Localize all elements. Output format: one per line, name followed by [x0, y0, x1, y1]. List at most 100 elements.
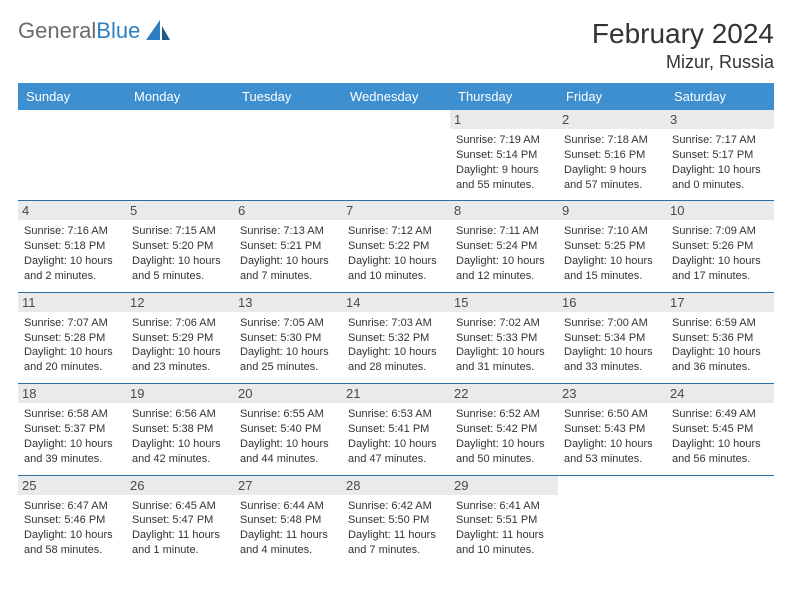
day-header: Saturday [666, 83, 774, 110]
sunset-line: Sunset: 5:24 PM [456, 239, 552, 254]
daylight-line: Daylight: 10 hours and 5 minutes. [132, 254, 228, 284]
week-row: 11Sunrise: 7:07 AMSunset: 5:28 PMDayligh… [18, 292, 774, 383]
day-number: 16 [558, 293, 666, 312]
sunset-line: Sunset: 5:42 PM [456, 422, 552, 437]
sunset-line: Sunset: 5:29 PM [132, 331, 228, 346]
day-number: 9 [558, 201, 666, 220]
day-number: 19 [126, 384, 234, 403]
day-number: 29 [450, 476, 558, 495]
daylight-line: Daylight: 10 hours and 25 minutes. [240, 345, 336, 375]
sunrise-line: Sunrise: 7:11 AM [456, 224, 552, 239]
daylight-line: Daylight: 11 hours and 4 minutes. [240, 528, 336, 558]
day-number: 22 [450, 384, 558, 403]
sunset-line: Sunset: 5:41 PM [348, 422, 444, 437]
day-cell: 6Sunrise: 7:13 AMSunset: 5:21 PMDaylight… [234, 201, 342, 292]
day-cell [126, 110, 234, 201]
day-cell [342, 110, 450, 201]
day-number: 23 [558, 384, 666, 403]
sunrise-line: Sunrise: 7:10 AM [564, 224, 660, 239]
day-number: 21 [342, 384, 450, 403]
sunrise-line: Sunrise: 6:53 AM [348, 407, 444, 422]
day-number: 28 [342, 476, 450, 495]
day-cell: 14Sunrise: 7:03 AMSunset: 5:32 PMDayligh… [342, 292, 450, 383]
day-cell: 17Sunrise: 6:59 AMSunset: 5:36 PMDayligh… [666, 292, 774, 383]
sunset-line: Sunset: 5:51 PM [456, 513, 552, 528]
week-row: 18Sunrise: 6:58 AMSunset: 5:37 PMDayligh… [18, 384, 774, 475]
sunrise-line: Sunrise: 6:52 AM [456, 407, 552, 422]
sunset-line: Sunset: 5:17 PM [672, 148, 768, 163]
daylight-line: Daylight: 10 hours and 0 minutes. [672, 163, 768, 193]
sunset-line: Sunset: 5:16 PM [564, 148, 660, 163]
sunrise-line: Sunrise: 6:45 AM [132, 499, 228, 514]
day-cell: 4Sunrise: 7:16 AMSunset: 5:18 PMDaylight… [18, 201, 126, 292]
sunrise-line: Sunrise: 6:59 AM [672, 316, 768, 331]
day-number: 1 [450, 110, 558, 129]
day-cell: 8Sunrise: 7:11 AMSunset: 5:24 PMDaylight… [450, 201, 558, 292]
day-cell [666, 475, 774, 566]
sunrise-line: Sunrise: 7:12 AM [348, 224, 444, 239]
day-cell: 9Sunrise: 7:10 AMSunset: 5:25 PMDaylight… [558, 201, 666, 292]
sunrise-line: Sunrise: 7:16 AM [24, 224, 120, 239]
daylight-line: Daylight: 10 hours and 50 minutes. [456, 437, 552, 467]
sunrise-line: Sunrise: 7:09 AM [672, 224, 768, 239]
week-row: 25Sunrise: 6:47 AMSunset: 5:46 PMDayligh… [18, 475, 774, 566]
week-row: 1Sunrise: 7:19 AMSunset: 5:14 PMDaylight… [18, 110, 774, 201]
sunset-line: Sunset: 5:18 PM [24, 239, 120, 254]
daylight-line: Daylight: 10 hours and 56 minutes. [672, 437, 768, 467]
day-number: 5 [126, 201, 234, 220]
day-cell: 11Sunrise: 7:07 AMSunset: 5:28 PMDayligh… [18, 292, 126, 383]
day-cell: 20Sunrise: 6:55 AMSunset: 5:40 PMDayligh… [234, 384, 342, 475]
day-number: 10 [666, 201, 774, 220]
sunset-line: Sunset: 5:36 PM [672, 331, 768, 346]
location: Mizur, Russia [592, 52, 774, 73]
day-cell [558, 475, 666, 566]
sunrise-line: Sunrise: 7:07 AM [24, 316, 120, 331]
daylight-line: Daylight: 10 hours and 28 minutes. [348, 345, 444, 375]
logo: GeneralBlue [18, 18, 172, 44]
day-cell: 24Sunrise: 6:49 AMSunset: 5:45 PMDayligh… [666, 384, 774, 475]
sunrise-line: Sunrise: 7:19 AM [456, 133, 552, 148]
sunset-line: Sunset: 5:21 PM [240, 239, 336, 254]
day-number: 26 [126, 476, 234, 495]
day-cell: 5Sunrise: 7:15 AMSunset: 5:20 PMDaylight… [126, 201, 234, 292]
header: GeneralBlue February 2024 Mizur, Russia [18, 18, 774, 73]
sunset-line: Sunset: 5:25 PM [564, 239, 660, 254]
day-header: Monday [126, 83, 234, 110]
daylight-line: Daylight: 10 hours and 7 minutes. [240, 254, 336, 284]
day-cell: 18Sunrise: 6:58 AMSunset: 5:37 PMDayligh… [18, 384, 126, 475]
day-number: 14 [342, 293, 450, 312]
sunrise-line: Sunrise: 7:18 AM [564, 133, 660, 148]
daylight-line: Daylight: 10 hours and 20 minutes. [24, 345, 120, 375]
sunrise-line: Sunrise: 7:06 AM [132, 316, 228, 331]
day-header: Friday [558, 83, 666, 110]
day-number: 13 [234, 293, 342, 312]
sunset-line: Sunset: 5:46 PM [24, 513, 120, 528]
sunset-line: Sunset: 5:50 PM [348, 513, 444, 528]
sunrise-line: Sunrise: 7:05 AM [240, 316, 336, 331]
sail-icon [146, 20, 172, 42]
day-cell: 16Sunrise: 7:00 AMSunset: 5:34 PMDayligh… [558, 292, 666, 383]
day-cell: 15Sunrise: 7:02 AMSunset: 5:33 PMDayligh… [450, 292, 558, 383]
day-number: 20 [234, 384, 342, 403]
day-cell [234, 110, 342, 201]
day-number: 25 [18, 476, 126, 495]
daylight-line: Daylight: 10 hours and 2 minutes. [24, 254, 120, 284]
day-number: 15 [450, 293, 558, 312]
day-cell: 22 Sunrise: 6:52 AMSunset: 5:42 PMDayligh… [450, 384, 558, 475]
day-cell: 28Sunrise: 6:42 AMSunset: 5:50 PMDayligh… [342, 475, 450, 566]
daylight-line: Daylight: 10 hours and 10 minutes. [348, 254, 444, 284]
sunrise-line: Sunrise: 6:44 AM [240, 499, 336, 514]
daylight-line: Daylight: 10 hours and 12 minutes. [456, 254, 552, 284]
sunset-line: Sunset: 5:40 PM [240, 422, 336, 437]
day-cell: 12Sunrise: 7:06 AMSunset: 5:29 PMDayligh… [126, 292, 234, 383]
day-cell [18, 110, 126, 201]
sunrise-line: Sunrise: 6:56 AM [132, 407, 228, 422]
logo-text-general: General [18, 18, 96, 43]
day-cell: 19Sunrise: 6:56 AMSunset: 5:38 PMDayligh… [126, 384, 234, 475]
day-header: Tuesday [234, 83, 342, 110]
sunset-line: Sunset: 5:37 PM [24, 422, 120, 437]
sunrise-line: Sunrise: 7:13 AM [240, 224, 336, 239]
sunset-line: Sunset: 5:26 PM [672, 239, 768, 254]
title-block: February 2024 Mizur, Russia [592, 18, 774, 73]
day-cell: 23Sunrise: 6:50 AMSunset: 5:43 PMDayligh… [558, 384, 666, 475]
